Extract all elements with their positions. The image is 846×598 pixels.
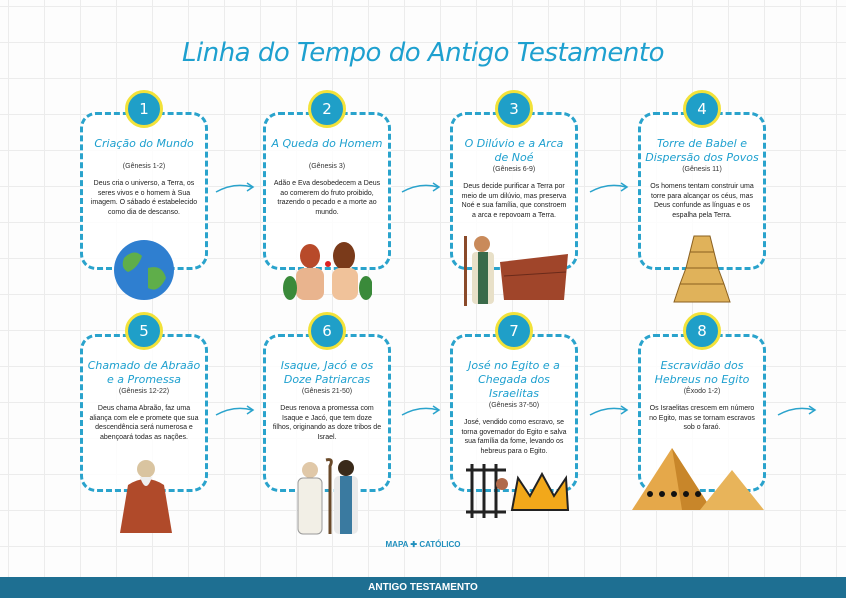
timeline-card: 2 A Queda do Homem (Gênesis 3) Adão e Ev… bbox=[263, 90, 391, 270]
card-reference: (Gênesis 1-2) bbox=[122, 163, 166, 170]
arrow-icon bbox=[400, 403, 442, 417]
card-reference: (Gênesis 37-50) bbox=[488, 402, 540, 409]
card-reference: (Gênesis 3) bbox=[308, 163, 346, 170]
adam-and-eve-image bbox=[283, 242, 372, 300]
arrow-icon bbox=[400, 180, 442, 194]
timeline-card: 6 Isaque, Jacó e os Doze Patriarcas (Gên… bbox=[263, 312, 391, 492]
card-description: Adão e Eva desobedecem a Deus ao comerem… bbox=[273, 180, 381, 216]
step-number-badge: 2 bbox=[308, 90, 346, 128]
card-title: A Queda do Homem bbox=[271, 137, 383, 150]
card-description: Os homens tentam construir uma torre par… bbox=[650, 183, 754, 219]
step-number-badge: 4 bbox=[683, 90, 721, 128]
card-title: Chamado de Abraão e a Promessa bbox=[87, 359, 201, 386]
step-number-badge: 3 bbox=[495, 90, 533, 128]
card-title: Isaque, Jacó e os Doze Patriarcas bbox=[280, 359, 374, 386]
card-description: Deus decide purificar a Terra por meio d… bbox=[461, 183, 567, 219]
card-description: José, vendido como escravo, se torna gov… bbox=[461, 419, 567, 455]
timeline-card: 8 Escravidão dos Hebreus no Egito (Êxodo… bbox=[638, 312, 766, 492]
prison-and-crown-image bbox=[466, 464, 570, 518]
card-description: Deus renova a promessa com Isaque e Jacó… bbox=[272, 405, 382, 441]
card-reference: (Gênesis 6-9) bbox=[492, 166, 536, 173]
arrow-icon bbox=[588, 180, 630, 194]
step-number-badge: 7 bbox=[495, 312, 533, 350]
card-title: Criação do Mundo bbox=[94, 137, 194, 150]
arrow-icon bbox=[214, 180, 256, 194]
globe-icon bbox=[114, 240, 174, 300]
card-description: Deus chama Abraão, faz uma aliança com e… bbox=[89, 405, 199, 441]
card-title: O Dilúvio e a Arca de Noé bbox=[464, 137, 564, 164]
pyramids-image bbox=[632, 448, 764, 510]
timeline-card: 7 José no Egito e a Chegada dos Israelit… bbox=[450, 312, 578, 492]
abraham-image bbox=[120, 460, 172, 533]
card-title: Escravidão dos Hebreus no Egito bbox=[654, 359, 750, 386]
card-reference: (Êxodo 1-2) bbox=[683, 388, 721, 395]
card-reference: (Gênesis 11) bbox=[682, 166, 722, 173]
timeline-card: 3 O Dilúvio e a Arca de Noé (Gênesis 6-9… bbox=[450, 90, 578, 270]
page-title: Linha do Tempo do Antigo Testamento bbox=[182, 38, 664, 68]
card-title: Torre de Babel e Dispersão dos Povos bbox=[645, 137, 759, 164]
step-number-badge: 8 bbox=[683, 312, 721, 350]
card-description: Deus cria o universo, a Terra, os seres … bbox=[90, 180, 198, 216]
timeline-card: 4 Torre de Babel e Dispersão dos Povos (… bbox=[638, 90, 766, 270]
card-description: Os Israelitas crescem em número no Egito… bbox=[649, 405, 755, 431]
noah-and-ark-image bbox=[464, 236, 568, 306]
arrow-icon bbox=[776, 403, 818, 417]
step-number-badge: 1 bbox=[125, 90, 163, 128]
card-reference: (Gênesis 12-22) bbox=[118, 388, 170, 395]
card-reference: (Gênesis 21-50) bbox=[301, 388, 353, 395]
arrow-icon bbox=[588, 403, 630, 417]
step-number-badge: 5 bbox=[125, 312, 163, 350]
footer-bar: ANTIGO TESTAMENTO bbox=[0, 577, 846, 598]
tower-of-babel-image bbox=[673, 235, 731, 303]
patriarchs-image bbox=[297, 458, 358, 535]
arrow-icon bbox=[214, 403, 256, 417]
brand-logo: MAPA ✚ CATÓLICO bbox=[385, 540, 461, 549]
step-number-badge: 6 bbox=[308, 312, 346, 350]
card-title: José no Egito e a Chegada dos Israelitas bbox=[468, 359, 560, 400]
